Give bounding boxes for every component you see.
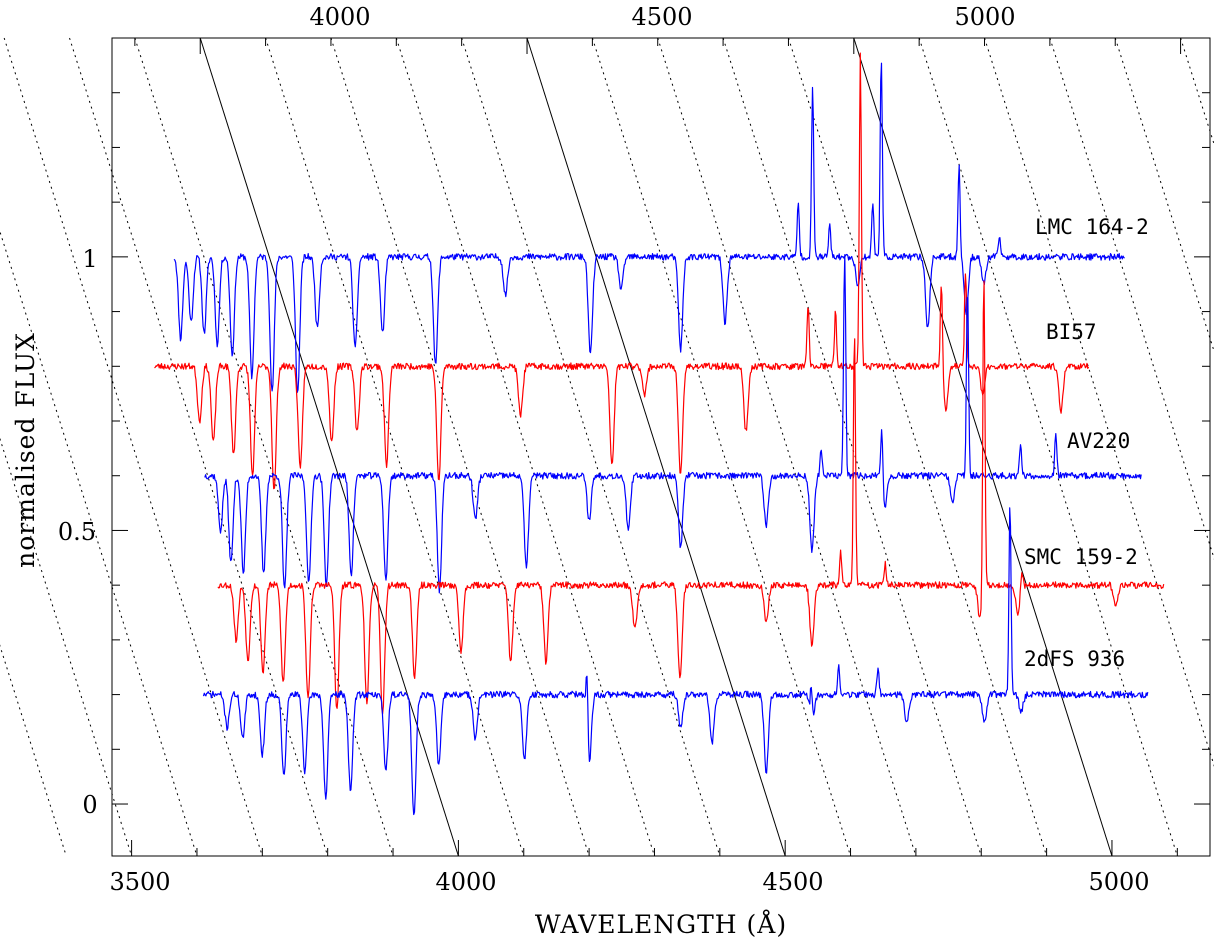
spectrum-bi57	[154, 52, 1090, 490]
guide-line-dotted	[657, 37, 917, 857]
skewed-wavelength-guides	[0, 37, 1214, 857]
spectrum-av220	[204, 254, 1142, 594]
guide-line-dotted	[0, 644, 67, 857]
guide-line-solid	[199, 37, 459, 857]
guide-line-dotted	[918, 37, 1178, 857]
guide-line-solid	[526, 37, 786, 857]
guide-line-dotted	[722, 37, 982, 857]
plot-frame	[111, 37, 1211, 857]
top-tick-label-4000: 4000	[309, 3, 370, 31]
series-label-bi57: BI57	[1046, 320, 1097, 344]
spectrum-smc-159-2	[217, 280, 1165, 715]
guide-line-dotted	[787, 37, 1048, 857]
series-label-2dfs-936: 2dFS 936	[1024, 647, 1125, 671]
series-label-smc-159-2: SMC 159-2	[1024, 545, 1138, 569]
x-tick-label-4000: 4000	[435, 868, 496, 896]
y-tick-label-1: 1	[82, 245, 97, 273]
guide-line-dotted	[330, 37, 590, 857]
guide-line-dotted	[1180, 37, 1214, 146]
guide-line-dotted	[461, 37, 721, 857]
spectrum-lmc-164-2	[173, 62, 1125, 394]
x-axis-label: WAVELENGTH (Å)	[535, 909, 787, 939]
y-tick-label-0: 0	[82, 791, 97, 819]
guide-line-dotted	[591, 37, 852, 857]
guide-line-dotted	[395, 37, 655, 857]
guide-line-dotted	[0, 437, 133, 857]
spectrum-2dfs-936	[202, 507, 1149, 816]
x-tick-label-4500: 4500	[762, 868, 823, 896]
guide-line-dotted	[134, 37, 394, 857]
guide-line-dotted	[69, 37, 329, 857]
guide-line-dotted	[0, 230, 198, 857]
spectra-series	[154, 52, 1165, 816]
guide-line-dotted	[265, 37, 525, 857]
guide-line-dotted	[984, 37, 1214, 767]
y-tick-label-0.5: 0.5	[58, 518, 96, 546]
series-label-lmc-164-2: LMC 164-2	[1035, 215, 1149, 239]
x-tick-label-3500: 3500	[109, 868, 170, 896]
y-axis-label: normalised FLUX	[11, 332, 40, 568]
top-tick-label-4500: 4500	[631, 3, 692, 31]
series-label-av220: AV220	[1067, 429, 1130, 453]
top-tick-label-5000: 5000	[954, 3, 1015, 31]
x-tick-label-5000: 5000	[1088, 868, 1149, 896]
axis-ticks	[112, 38, 1210, 856]
guide-line-dotted	[3, 37, 263, 857]
